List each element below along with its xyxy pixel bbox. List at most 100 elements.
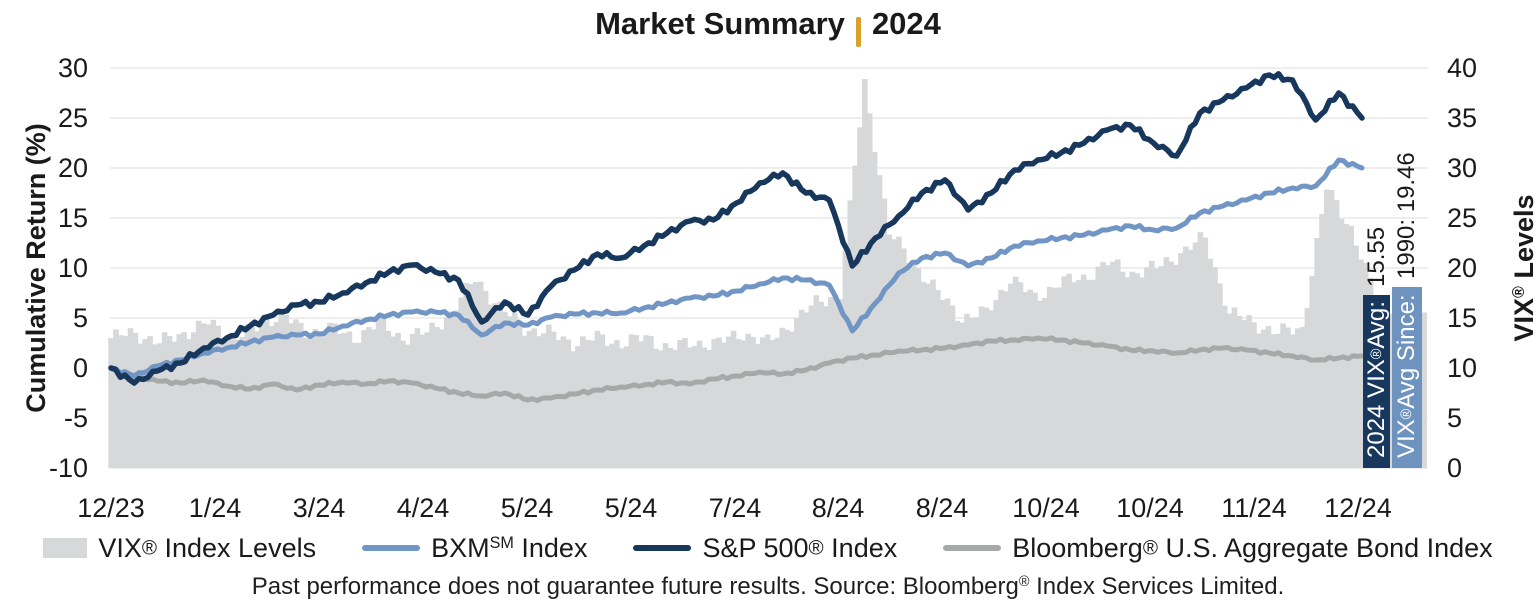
vix-level-bar — [609, 343, 615, 468]
vix-level-bar — [1114, 259, 1121, 468]
vix-level-bar — [954, 320, 961, 468]
legend-label: VIX® Index Levels — [98, 533, 316, 564]
x-axis-tick-label: 4/24 — [396, 493, 450, 523]
left-axis-tick-label: 15 — [57, 203, 88, 233]
vix-level-bar — [1032, 292, 1038, 468]
vix-level-bar — [419, 334, 426, 468]
left-axis-tick-label: -10 — [48, 453, 88, 483]
vix-level-bar — [1080, 274, 1087, 468]
vix-level-bar — [468, 284, 474, 468]
text-fragment: Index — [823, 532, 898, 563]
text-fragment: U.S. Aggregate Bond Index — [1157, 532, 1493, 563]
vix-level-bar — [1202, 237, 1209, 468]
vix-level-bar — [424, 332, 431, 468]
vix-level-bar — [667, 347, 674, 468]
legend-label: Bloomberg® U.S. Aggregate Bond Index — [1012, 533, 1492, 564]
vix-level-bar — [1095, 266, 1102, 468]
vix-level-bar — [959, 322, 965, 468]
legend-swatch — [43, 538, 88, 558]
vix-level-bar — [837, 299, 844, 468]
vix-level-bar — [978, 306, 985, 468]
vix-level-bar — [803, 312, 810, 468]
vix-level-bar — [1061, 276, 1068, 468]
vix-level-bar — [759, 337, 766, 468]
legend-item: BXMSM Index — [362, 533, 587, 564]
vix-level-bar — [186, 338, 192, 468]
vix-level-bar — [643, 335, 649, 468]
vix-level-bar — [137, 343, 144, 468]
vix-level-bar — [492, 303, 499, 468]
legend-label: S&P 500® Index — [702, 533, 897, 564]
vix-level-bar — [735, 339, 742, 468]
vix-level-bar — [1260, 329, 1267, 468]
vix-level-bar — [370, 329, 377, 468]
vix-annotation: 2024 VIX ® Avg: 15.55 — [1363, 128, 1390, 468]
vix-level-bar — [847, 200, 854, 468]
right-axis-tick-label: 5 — [1447, 403, 1463, 433]
vix-level-bar — [1236, 315, 1243, 468]
vix-level-bar — [1173, 264, 1179, 468]
vix-level-bar — [1148, 260, 1155, 468]
vix-level-bar — [730, 330, 737, 468]
right-axis-tick-label: 35 — [1447, 103, 1478, 133]
vix-level-bar — [142, 339, 148, 468]
vix-level-bar — [1134, 273, 1141, 468]
vix-level-bar — [511, 312, 518, 468]
vix-level-bar — [477, 281, 484, 468]
vix-level-bar — [1304, 307, 1311, 468]
vix-level-bar — [638, 341, 644, 468]
vix-level-bar — [190, 332, 197, 468]
text-fragment: Index Levels — [156, 532, 317, 563]
vix-level-bar — [876, 175, 883, 468]
legend-swatch — [943, 545, 1002, 551]
right-axis-tick-label: 40 — [1447, 53, 1478, 83]
vix-level-bar — [244, 324, 251, 468]
text-fragment: SM — [489, 533, 514, 552]
vix-level-bar — [808, 305, 815, 468]
vix-level-bar — [560, 336, 567, 468]
vix-annotation-bar-label: VIX ® Avg Since: — [1392, 287, 1422, 468]
vix-level-bar — [1387, 313, 1393, 468]
vix-level-bar — [200, 323, 207, 468]
vix-level-bar — [521, 335, 528, 468]
vix-level-bar — [108, 338, 114, 468]
vix-level-bar — [930, 279, 936, 468]
x-axis-tick-label: 5/24 — [500, 493, 554, 523]
text-fragment: Bloomberg — [1012, 532, 1143, 563]
vix-annotation-bar-label: 2024 VIX ® Avg: — [1363, 295, 1390, 468]
vix-level-bar — [910, 263, 917, 468]
legend: VIX® Index Levels BXMSM Index S&P 500® Ind… — [0, 530, 1536, 566]
vix-level-bar — [555, 340, 562, 468]
vix-level-bar — [409, 333, 416, 468]
vix-level-bar — [1231, 307, 1238, 468]
vix-level-bar — [706, 349, 713, 468]
vix-level-bar — [652, 348, 659, 468]
vix-level-bar — [1275, 333, 1282, 468]
left-axis-tick-label: 0 — [72, 353, 88, 383]
vix-level-bar — [1299, 326, 1306, 468]
vix-level-bar — [312, 329, 319, 468]
vix-level-bar — [351, 342, 358, 468]
vix-level-bar — [988, 310, 995, 468]
right-axis-tick-label: 10 — [1447, 353, 1478, 383]
vix-level-bar — [1139, 277, 1145, 468]
vix-level-bar — [375, 318, 382, 468]
vix-level-bar — [259, 324, 265, 468]
text-fragment: Index — [513, 532, 588, 563]
vix-level-bar — [1178, 253, 1184, 468]
vix-level-bar — [993, 300, 999, 468]
x-axis-tick-label: 12/23 — [77, 493, 145, 523]
vix-level-bar — [1090, 279, 1097, 468]
right-axis-tick-label: 20 — [1447, 253, 1478, 283]
vix-level-bar — [900, 248, 907, 468]
vix-level-bar — [473, 282, 479, 468]
vix-level-bar — [764, 334, 771, 468]
vix-level-bar — [969, 317, 975, 468]
vix-level-bar — [404, 344, 411, 468]
vix-level-bar — [1056, 287, 1063, 468]
vix-level-bar — [1007, 283, 1014, 468]
x-axis-tick-label: 3/24 — [292, 493, 346, 523]
vix-level-bar — [1071, 282, 1077, 468]
vix-level-bar — [614, 340, 620, 468]
